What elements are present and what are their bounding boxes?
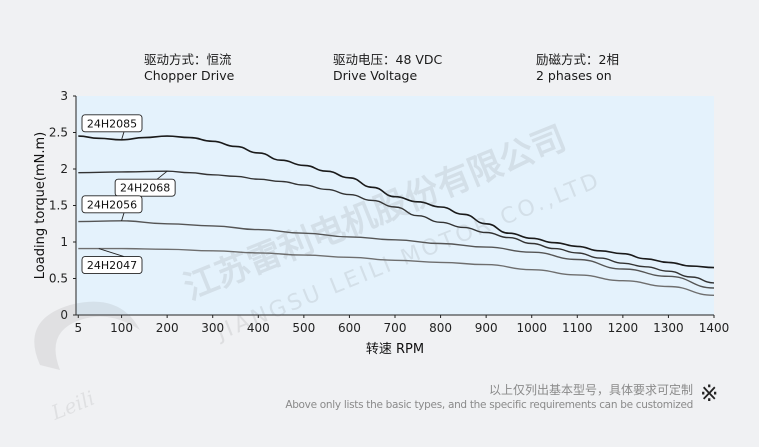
series-line-24h2056 xyxy=(78,220,715,289)
y-tick-label: 3 xyxy=(60,89,68,103)
condition-drive-voltage: 驱动电压：48 VDC Drive Voltage xyxy=(333,52,442,84)
series-callouts: 24H2085 24H2068 24H2056 24H2047 xyxy=(81,114,176,275)
y-tick-label: 0.5 xyxy=(49,272,68,286)
x-tick-label: 1100 xyxy=(562,321,593,335)
x-tick-label: 100 xyxy=(110,321,133,335)
x-tick-label: 200 xyxy=(156,321,179,335)
callout-label: 24H2068 xyxy=(120,182,170,195)
customization-note-cn: 以上仅列出基本型号，具体要求可定制 xyxy=(488,383,693,397)
callout-leader xyxy=(98,248,125,257)
y-tick-label: 2.5 xyxy=(49,126,68,140)
callout-leader xyxy=(156,170,168,180)
y-tick-label: 0 xyxy=(60,308,68,322)
callout-24h2085: 24H2085 xyxy=(81,114,143,140)
condition-drive-mode-cn: 驱动方式：恒流 xyxy=(144,52,232,67)
x-tick-label: 300 xyxy=(201,321,224,335)
callout-24h2056: 24H2056 xyxy=(81,195,143,221)
callout-box xyxy=(81,195,143,214)
callout-label: 24H2056 xyxy=(87,198,137,211)
callout-leader xyxy=(121,131,125,140)
x-tick-label: 500 xyxy=(292,321,315,335)
callout-label: 24H2047 xyxy=(87,259,137,272)
condition-drive-voltage-en: Drive Voltage xyxy=(333,68,418,83)
watermark-logo: Leili xyxy=(34,301,140,425)
x-tick-label: 800 xyxy=(429,321,452,335)
condition-drive-mode: 驱动方式：恒流 Chopper Drive xyxy=(144,52,234,84)
y-tick-label: 1.5 xyxy=(49,199,68,213)
callout-box xyxy=(81,256,143,275)
series-line-24h2068 xyxy=(78,170,715,284)
callout-label: 24H2085 xyxy=(87,117,137,130)
x-tick-label: 1300 xyxy=(653,321,684,335)
series-lines xyxy=(78,135,715,296)
condition-drive-voltage-cn: 驱动电压：48 VDC xyxy=(333,52,443,67)
plot-area xyxy=(76,96,714,315)
condition-excitation-cn: 励磁方式：2相 xyxy=(536,52,619,67)
condition-excitation: 励磁方式：2相 2 phases on xyxy=(536,52,619,84)
callout-box xyxy=(114,178,176,197)
x-tick-label: 1200 xyxy=(608,321,639,335)
x-tick-label: 700 xyxy=(384,321,407,335)
watermark-brand: Leili xyxy=(47,386,98,425)
axes: 5 100 200 300 400 500 600 700 800 900 1000 1100 1200… xyxy=(49,89,729,335)
callout-24h2068: 24H2068 xyxy=(114,170,176,197)
x-axis-title: 转速 RPM xyxy=(366,342,424,357)
series-line-24h2047 xyxy=(78,247,715,296)
customization-note-en: Above only lists the basic types, and th… xyxy=(285,399,693,411)
x-tick-label: 600 xyxy=(338,321,361,335)
series-line-24h2085 xyxy=(78,135,715,269)
y-axis-title: Loading torque(mN.m) xyxy=(33,132,48,279)
x-tick-label: 900 xyxy=(475,321,498,335)
x-tick-label: 400 xyxy=(247,321,270,335)
condition-drive-mode-en: Chopper Drive xyxy=(144,68,235,83)
x-tick-label: 5 xyxy=(74,321,82,335)
y-tick-label: 2 xyxy=(60,162,68,176)
x-tick-label: 1000 xyxy=(516,321,547,335)
callout-leader xyxy=(121,212,125,221)
reference-mark: ※ xyxy=(700,382,719,407)
y-tick-label: 1 xyxy=(60,235,68,249)
x-tick-label: 1400 xyxy=(699,321,730,335)
callout-box xyxy=(81,114,143,133)
callout-24h2047: 24H2047 xyxy=(81,248,143,275)
condition-excitation-en: 2 phases on xyxy=(536,68,612,83)
